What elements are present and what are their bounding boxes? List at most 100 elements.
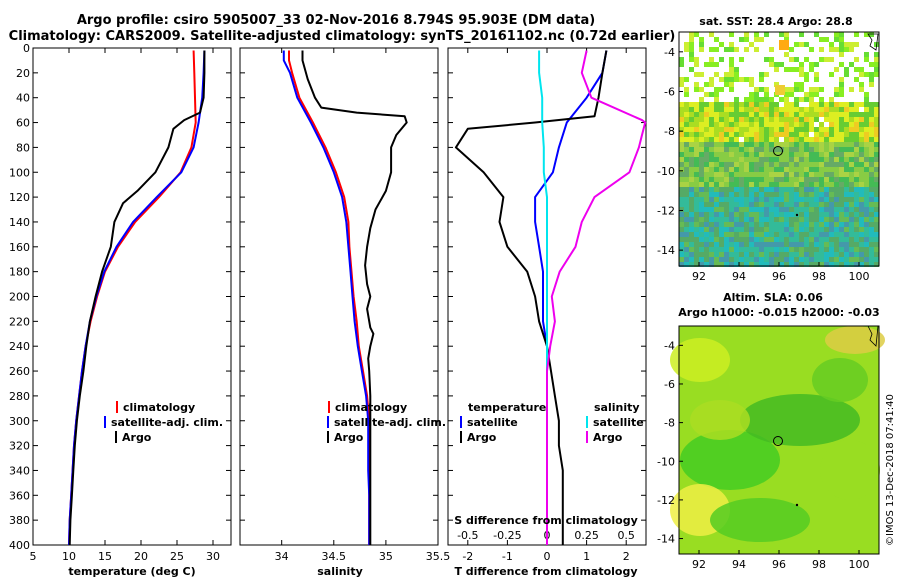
sst-cell xyxy=(734,237,739,242)
temp-legend-argo: Argo xyxy=(122,431,152,444)
sst-cell xyxy=(834,227,839,232)
sst-cell xyxy=(809,47,814,52)
sst-cell xyxy=(834,137,839,142)
sst-cell xyxy=(764,87,769,92)
sst-cell xyxy=(759,252,764,257)
sst-cell xyxy=(689,222,694,227)
sst-cell xyxy=(849,242,854,247)
sst-cell xyxy=(679,112,684,117)
sal-legend-climatology: climatology xyxy=(335,401,407,414)
sst-cell xyxy=(729,132,734,137)
sst-cell xyxy=(839,142,844,147)
sst-cell xyxy=(854,157,859,162)
sst-cell xyxy=(694,142,699,147)
sst-cell xyxy=(704,172,709,177)
sla-xtick-label-1: 94 xyxy=(732,558,746,571)
sst-cell xyxy=(749,202,754,207)
sst-cell xyxy=(724,112,729,117)
sst-cell xyxy=(849,162,854,167)
sst-cell xyxy=(729,87,734,92)
sst-cell xyxy=(769,152,774,157)
sst-cell xyxy=(714,217,719,222)
sst-cell xyxy=(854,247,859,252)
sst-cell xyxy=(739,207,744,212)
sst-cell xyxy=(864,242,869,247)
sst-cell xyxy=(849,147,854,152)
sst-cell xyxy=(829,182,834,187)
sst-cell xyxy=(719,182,724,187)
sst-cell xyxy=(854,192,859,197)
sst-cell xyxy=(734,117,739,122)
sst-cell xyxy=(869,32,874,37)
sst-cell xyxy=(724,77,729,82)
sst-cell xyxy=(729,147,734,152)
sst-cell xyxy=(789,102,794,107)
sst-cell xyxy=(714,142,719,147)
sst-cell xyxy=(844,187,849,192)
sst-cell xyxy=(734,262,739,267)
sst-cell xyxy=(864,207,869,212)
sst-cell xyxy=(804,42,809,47)
sst-cell xyxy=(699,227,704,232)
sst-cell xyxy=(729,222,734,227)
sst-cell xyxy=(734,97,739,102)
sst-cell xyxy=(864,117,869,122)
sst-cell xyxy=(804,197,809,202)
sst-cell xyxy=(854,187,859,192)
sla-blob-0 xyxy=(670,338,730,382)
sst-cell xyxy=(809,92,814,97)
depth-tick-label-18: 360 xyxy=(9,489,30,502)
sst-cell xyxy=(754,217,759,222)
sst-cell xyxy=(854,112,859,117)
sst-cell xyxy=(854,67,859,72)
sst-cell xyxy=(699,257,704,262)
sst-cell xyxy=(779,167,784,172)
sst-cell xyxy=(844,222,849,227)
sst-cell xyxy=(799,32,804,37)
sst-cell xyxy=(864,107,869,112)
sst-cell xyxy=(714,242,719,247)
sst-cell xyxy=(719,117,724,122)
sst-cell xyxy=(864,217,869,222)
sst-cell xyxy=(759,102,764,107)
sst-cell xyxy=(829,137,834,142)
sst-cell xyxy=(784,177,789,182)
sst-cell xyxy=(709,212,714,217)
sst-cell xyxy=(839,107,844,112)
sst-cell xyxy=(809,192,814,197)
salinity-xtick-label-2: 35 xyxy=(379,550,393,563)
sst-cell xyxy=(869,257,874,262)
sst-cell xyxy=(679,182,684,187)
sst-cell xyxy=(694,197,699,202)
sst-cell xyxy=(734,252,739,257)
sst-cell xyxy=(819,262,824,267)
sst-cell xyxy=(799,152,804,157)
sst-cell xyxy=(704,157,709,162)
sst-cell xyxy=(684,187,689,192)
sst-cell xyxy=(679,237,684,242)
sst-cell xyxy=(734,157,739,162)
sst-cell xyxy=(684,142,689,147)
sst-cell xyxy=(844,47,849,52)
sst-cell xyxy=(754,117,759,122)
sst-cell xyxy=(709,227,714,232)
sst-cell xyxy=(839,227,844,232)
depth-tick-label-1: 20 xyxy=(16,67,30,80)
sst-cell xyxy=(834,177,839,182)
sst-cell xyxy=(734,227,739,232)
sst-cell xyxy=(719,137,724,142)
sst-cell xyxy=(859,182,864,187)
sst-cell xyxy=(709,242,714,247)
sst-cell xyxy=(834,87,839,92)
sst-cell xyxy=(739,162,744,167)
sst-cell xyxy=(679,177,684,182)
sst-cell xyxy=(829,172,834,177)
sst-cell xyxy=(739,227,744,232)
sst-cell xyxy=(704,147,709,152)
sst-cell xyxy=(844,152,849,157)
sst-cell xyxy=(689,217,694,222)
sst-cell xyxy=(839,147,844,152)
sst-cell xyxy=(844,232,849,237)
sst-cell xyxy=(769,117,774,122)
sst-cell xyxy=(794,257,799,262)
